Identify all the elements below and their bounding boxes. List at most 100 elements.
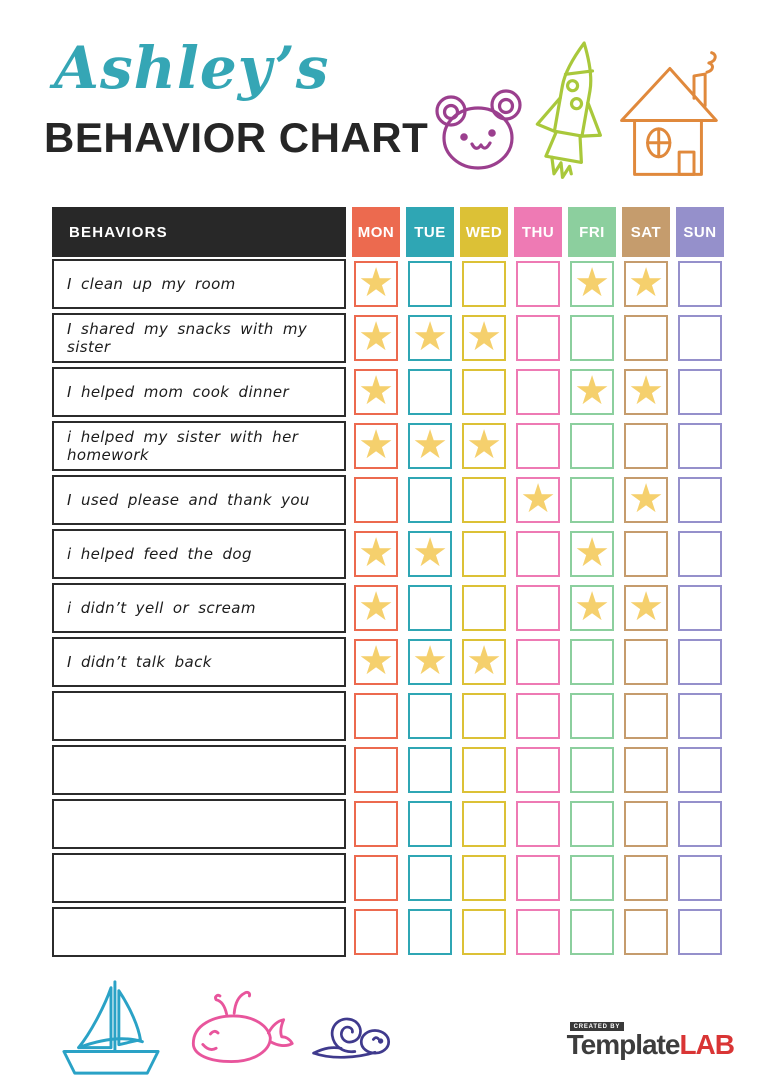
star-cell-sat-row-5[interactable]: ★ [622,473,670,527]
star-cell-wed-row-8[interactable]: ★ [460,635,508,689]
star-cell-mon-row-6[interactable]: ★ [352,527,400,581]
star-cell-mon-row-5[interactable] [352,473,400,527]
star-cell-tue-row-7[interactable] [406,581,454,635]
star-cell-fri-row-11[interactable] [568,797,616,851]
star-cell-box: ★ [570,531,614,577]
star-cell-sat-row-8[interactable] [622,635,670,689]
star-cell-tue-row-8[interactable]: ★ [406,635,454,689]
star-cell-thu-row-11[interactable] [514,797,562,851]
star-cell-sun-row-2[interactable] [676,311,724,365]
star-cell-sun-row-6[interactable] [676,527,724,581]
star-cell-sat-row-11[interactable] [622,797,670,851]
star-cell-wed-row-10[interactable] [460,743,508,797]
star-cell-box [516,531,560,577]
star-cell-thu-row-2[interactable] [514,311,562,365]
star-cell-fri-row-1[interactable]: ★ [568,257,616,311]
star-cell-sun-row-11[interactable] [676,797,724,851]
star-cell-tue-row-6[interactable]: ★ [406,527,454,581]
star-cell-mon-row-10[interactable] [352,743,400,797]
star-icon: ★ [574,261,610,305]
star-cell-sun-row-8[interactable] [676,635,724,689]
star-cell-wed-row-5[interactable] [460,473,508,527]
star-cell-mon-row-9[interactable] [352,689,400,743]
star-cell-sat-row-12[interactable] [622,851,670,905]
star-cell-wed-row-1[interactable] [460,257,508,311]
star-cell-tue-row-9[interactable] [406,689,454,743]
star-cell-thu-row-13[interactable] [514,905,562,959]
star-cell-thu-row-3[interactable] [514,365,562,419]
star-cell-thu-row-12[interactable] [514,851,562,905]
star-cell-tue-row-1[interactable] [406,257,454,311]
star-cell-tue-row-5[interactable] [406,473,454,527]
star-cell-sun-row-3[interactable] [676,365,724,419]
star-cell-fri-row-3[interactable]: ★ [568,365,616,419]
star-cell-sun-row-1[interactable] [676,257,724,311]
star-cell-thu-row-6[interactable] [514,527,562,581]
star-cell-sat-row-1[interactable]: ★ [622,257,670,311]
star-cell-box [408,477,452,523]
star-cell-thu-row-5[interactable]: ★ [514,473,562,527]
star-cell-thu-row-1[interactable] [514,257,562,311]
star-cell-wed-row-3[interactable] [460,365,508,419]
behavior-label-row-6: i helped feed the dog [52,529,346,579]
star-cell-sun-row-10[interactable] [676,743,724,797]
star-cell-mon-row-11[interactable] [352,797,400,851]
star-cell-thu-row-9[interactable] [514,689,562,743]
star-cell-wed-row-12[interactable] [460,851,508,905]
star-cell-sat-row-7[interactable]: ★ [622,581,670,635]
star-cell-mon-row-7[interactable]: ★ [352,581,400,635]
star-cell-wed-row-7[interactable] [460,581,508,635]
star-cell-mon-row-2[interactable]: ★ [352,311,400,365]
star-cell-sat-row-13[interactable] [622,905,670,959]
star-cell-mon-row-4[interactable]: ★ [352,419,400,473]
star-cell-sat-row-3[interactable]: ★ [622,365,670,419]
star-cell-wed-row-2[interactable]: ★ [460,311,508,365]
star-cell-sat-row-4[interactable] [622,419,670,473]
star-cell-fri-row-4[interactable] [568,419,616,473]
star-cell-wed-row-6[interactable] [460,527,508,581]
star-cell-thu-row-7[interactable] [514,581,562,635]
star-cell-thu-row-10[interactable] [514,743,562,797]
star-cell-sat-row-6[interactable] [622,527,670,581]
star-cell-mon-row-1[interactable]: ★ [352,257,400,311]
star-cell-sun-row-9[interactable] [676,689,724,743]
star-cell-tue-row-10[interactable] [406,743,454,797]
star-cell-fri-row-2[interactable] [568,311,616,365]
star-cell-wed-row-4[interactable]: ★ [460,419,508,473]
bear-icon [428,86,530,174]
star-cell-tue-row-2[interactable]: ★ [406,311,454,365]
star-cell-fri-row-6[interactable]: ★ [568,527,616,581]
star-cell-box [408,585,452,631]
star-cell-fri-row-10[interactable] [568,743,616,797]
star-cell-sat-row-10[interactable] [622,743,670,797]
star-cell-tue-row-3[interactable] [406,365,454,419]
star-cell-fri-row-8[interactable] [568,635,616,689]
star-cell-sun-row-7[interactable] [676,581,724,635]
star-cell-sun-row-13[interactable] [676,905,724,959]
star-cell-fri-row-12[interactable] [568,851,616,905]
star-cell-sat-row-2[interactable] [622,311,670,365]
star-cell-fri-row-9[interactable] [568,689,616,743]
star-cell-fri-row-5[interactable] [568,473,616,527]
star-cell-wed-row-11[interactable] [460,797,508,851]
star-cell-box: ★ [462,639,506,685]
star-cell-fri-row-7[interactable]: ★ [568,581,616,635]
star-cell-sun-row-5[interactable] [676,473,724,527]
star-cell-tue-row-13[interactable] [406,905,454,959]
star-cell-thu-row-8[interactable] [514,635,562,689]
star-cell-thu-row-4[interactable] [514,419,562,473]
star-cell-wed-row-9[interactable] [460,689,508,743]
star-cell-sat-row-9[interactable] [622,689,670,743]
star-cell-sun-row-12[interactable] [676,851,724,905]
star-cell-mon-row-8[interactable]: ★ [352,635,400,689]
star-cell-sun-row-4[interactable] [676,419,724,473]
star-cell-mon-row-3[interactable]: ★ [352,365,400,419]
star-cell-tue-row-12[interactable] [406,851,454,905]
star-cell-mon-row-12[interactable] [352,851,400,905]
star-cell-tue-row-4[interactable]: ★ [406,419,454,473]
star-cell-mon-row-13[interactable] [352,905,400,959]
star-cell-wed-row-13[interactable] [460,905,508,959]
star-cell-tue-row-11[interactable] [406,797,454,851]
star-cell-fri-row-13[interactable] [568,905,616,959]
star-cell-box: ★ [624,585,668,631]
